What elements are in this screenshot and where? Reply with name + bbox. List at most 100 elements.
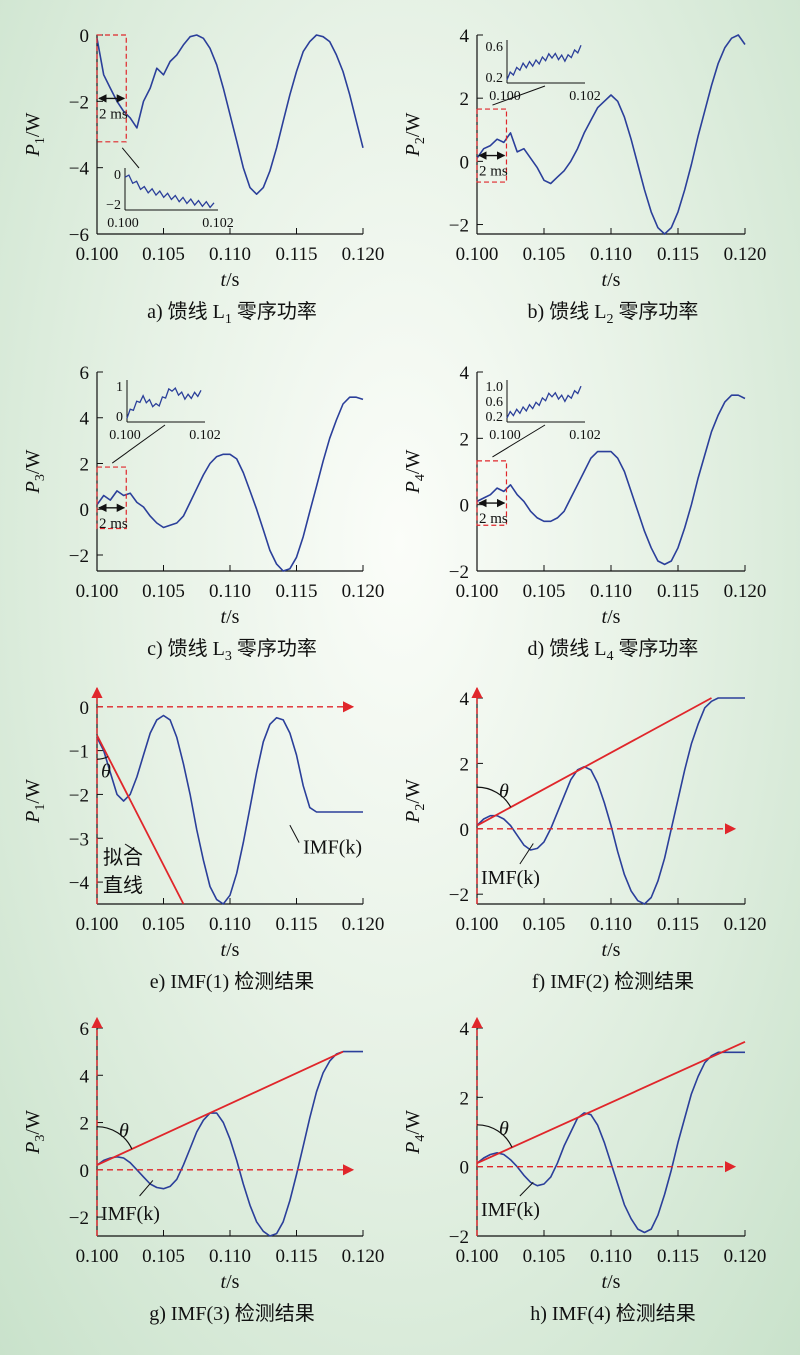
y-tick-label: 0: [80, 26, 90, 47]
x-tick-label: 0.115: [657, 581, 699, 602]
theta-label: θ: [119, 1120, 129, 1142]
x-tick-label: 0.120: [724, 244, 767, 265]
x-tick-label: 0.100: [456, 1246, 499, 1267]
panel-caption: c) 馈线 L3 零序功率: [147, 637, 317, 664]
x-axis-label: t/s: [602, 939, 621, 961]
y-tick-label: −2: [449, 1227, 469, 1248]
panel-e: 0.100 0.105 0.110 0.115 0.120 0 −1 −2 −3 −4 t/s P1/…: [22, 686, 385, 993]
series-line: [476, 34, 746, 235]
y-tick-label: −2: [449, 216, 469, 237]
x-tick-label: 0.105: [523, 914, 566, 935]
inset: 0.100 0.102 0.6 0.2: [486, 40, 601, 104]
inset-x-tick-label: 0.102: [569, 89, 601, 104]
y-tick-label: −3: [69, 829, 89, 850]
x-tick-label: 0.110: [590, 244, 632, 265]
x-tick-label: 0.105: [523, 1246, 566, 1267]
imf-label: IMF(k): [101, 1203, 160, 1225]
y-tick-label: 2: [460, 754, 470, 775]
x-tick-label: 0.120: [342, 1246, 385, 1267]
y-axis-label: P3/W: [22, 450, 48, 495]
x-tick-label: 0.100: [456, 914, 499, 935]
y-tick-label: −6: [69, 225, 89, 246]
x-tick-label: 0.115: [275, 581, 317, 602]
y-tick-label: 2: [460, 89, 470, 110]
fit-line: [476, 697, 712, 827]
series-line: [96, 396, 364, 572]
inset: 0.100 0.102 0 −2: [106, 168, 234, 231]
y-tick-label: 2: [80, 454, 90, 475]
panel-caption: g) IMF(3) 检测结果: [149, 1302, 315, 1325]
inset-leader: [121, 147, 140, 169]
fit-label-leader: [124, 843, 138, 852]
series-line: [476, 394, 746, 566]
y-tick-label: 0: [460, 820, 470, 841]
x-tick-label: 0.120: [342, 581, 385, 602]
theta-arc: [476, 786, 512, 808]
fit-line-label: 拟合: [103, 846, 143, 869]
y-tick-label: 0: [460, 152, 470, 173]
y-tick-label: −4: [69, 159, 90, 180]
y-axis-label: P2/W: [402, 779, 428, 824]
y-tick-label: 4: [460, 26, 470, 47]
x-tick-label: 0.110: [209, 244, 251, 265]
x-tick-label: 0.115: [275, 244, 317, 265]
inset-y-tick-label: 0.6: [486, 395, 504, 410]
scale-label: 2 ms: [99, 516, 128, 532]
x-axis-label: t/s: [221, 269, 240, 291]
fit-line: [96, 1050, 344, 1166]
imf-label: IMF(k): [303, 837, 362, 859]
x-tick-label: 0.115: [275, 914, 317, 935]
scale-label: 2 ms: [479, 164, 508, 180]
theta-arc: [476, 1124, 513, 1148]
imf-label: IMF(k): [481, 1199, 540, 1221]
y-tick-label: −1: [69, 742, 89, 763]
y-tick-label: 6: [80, 1019, 90, 1040]
inset-series-line: [124, 174, 215, 209]
series-line: [476, 1051, 745, 1234]
y-tick-label: −2: [69, 92, 89, 113]
series-line: [96, 1050, 363, 1237]
zoom-box: [476, 460, 508, 526]
imf-label-leader: [289, 824, 300, 843]
series-line: [476, 697, 745, 905]
theta-arc: [96, 756, 109, 760]
panel-caption: d) 馈线 L4 零序功率: [528, 637, 699, 664]
y-tick-label: −4: [69, 873, 90, 894]
panel-caption: a) 馈线 L1 零序功率: [147, 300, 317, 327]
inset-series-line: [126, 387, 202, 419]
x-axis-label: t/s: [602, 269, 621, 291]
panel-f: 0.100 0.105 0.110 0.115 0.120 4 2 0 −2 t/s P2/W f) …: [402, 686, 766, 993]
theta-arc: [96, 1126, 133, 1150]
y-axis-label: P3/W: [22, 1110, 48, 1155]
theta-label: θ: [499, 1118, 509, 1140]
x-tick-label: 0.120: [342, 914, 385, 935]
x-tick-label: 0.105: [142, 244, 185, 265]
inset-leader: [111, 424, 166, 464]
x-tick-label: 0.110: [209, 1246, 251, 1267]
y-axis-label: P1/W: [22, 779, 48, 824]
y-tick-label: −2: [449, 562, 469, 583]
x-tick-label: 0.120: [342, 244, 385, 265]
inset-series-line: [506, 385, 582, 419]
x-tick-label: 0.115: [657, 244, 699, 265]
y-tick-label: 2: [80, 1114, 90, 1135]
y-tick-label: 6: [80, 363, 90, 384]
inset: 0.100 0.102 1 0: [109, 380, 221, 443]
x-tick-label: 0.105: [523, 581, 566, 602]
fit-line: [96, 734, 185, 905]
theta-label: θ: [499, 781, 509, 803]
panel-c: 0.100 0.105 0.110 0.115 0.120 6 4 2 0 −2 t/s P3/W c)…: [22, 363, 384, 664]
y-tick-label: −2: [69, 546, 89, 567]
y-axis-label: P4/W: [402, 1110, 428, 1155]
imf-label-leader: [139, 1180, 154, 1197]
x-tick-label: 0.105: [142, 914, 185, 935]
inset-y-tick-label: 1.0: [486, 380, 504, 395]
panel-b: 0.100 0.105 0.110 0.115 0.120 4 2 0 −2 t/s P2/W b) …: [402, 26, 766, 327]
x-axis-label: t/s: [602, 606, 621, 628]
y-tick-label: 4: [460, 363, 470, 384]
x-tick-label: 0.100: [456, 581, 499, 602]
inset-x-tick-label: 0.100: [107, 216, 139, 231]
x-tick-label: 0.100: [456, 244, 499, 265]
y-tick-label: −2: [69, 785, 89, 806]
x-tick-label: 0.105: [142, 581, 185, 602]
